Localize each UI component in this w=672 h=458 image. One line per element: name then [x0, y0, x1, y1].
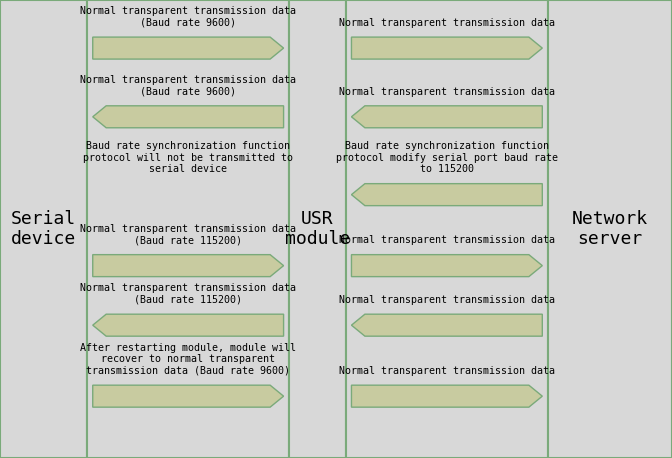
FancyArrow shape: [93, 314, 284, 336]
FancyArrow shape: [351, 37, 542, 59]
FancyArrow shape: [351, 255, 542, 277]
FancyArrow shape: [93, 106, 284, 128]
Text: Serial
device: Serial device: [11, 210, 77, 248]
Text: Baud rate synchronization function
protocol will not be transmitted to
serial de: Baud rate synchronization function proto…: [83, 141, 293, 174]
Text: Normal transparent transmission data: Normal transparent transmission data: [339, 18, 555, 28]
FancyArrow shape: [351, 184, 542, 206]
Text: Normal transparent transmission data: Normal transparent transmission data: [339, 235, 555, 245]
FancyArrow shape: [351, 106, 542, 128]
Text: Normal transparent transmission data
(Baud rate 115200): Normal transparent transmission data (Ba…: [80, 224, 296, 245]
Text: Network
server: Network server: [572, 210, 648, 248]
Text: Normal transparent transmission data: Normal transparent transmission data: [339, 87, 555, 97]
Text: Normal transparent transmission data: Normal transparent transmission data: [339, 295, 555, 305]
Bar: [289, 0, 346, 458]
Text: After restarting module, module will
recover to normal transparent
transmission : After restarting module, module will rec…: [80, 343, 296, 376]
Text: Normal transparent transmission data
(Baud rate 115200): Normal transparent transmission data (Ba…: [80, 284, 296, 305]
Bar: [346, 0, 548, 458]
Text: Normal transparent transmission data
(Baud rate 9600): Normal transparent transmission data (Ba…: [80, 75, 296, 97]
FancyArrow shape: [351, 314, 542, 336]
Bar: [87, 0, 289, 458]
FancyArrow shape: [93, 385, 284, 407]
FancyArrow shape: [93, 37, 284, 59]
Text: Normal transparent transmission data: Normal transparent transmission data: [339, 366, 555, 376]
Text: USR
module: USR module: [285, 210, 350, 248]
Bar: [0, 0, 87, 458]
Bar: [548, 0, 672, 458]
FancyArrow shape: [351, 385, 542, 407]
Text: Baud rate synchronization function
protocol modify serial port baud rate
to 1152: Baud rate synchronization function proto…: [336, 141, 558, 174]
Text: Normal transparent transmission data
(Baud rate 9600): Normal transparent transmission data (Ba…: [80, 6, 296, 28]
FancyArrow shape: [93, 255, 284, 277]
